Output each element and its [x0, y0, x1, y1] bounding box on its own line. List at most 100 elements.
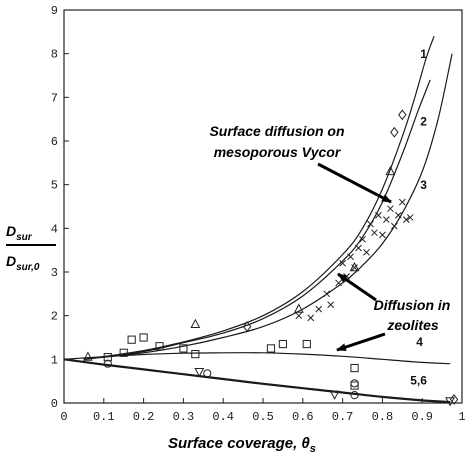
cross-marker [367, 220, 374, 228]
square-marker [119, 348, 128, 357]
annotation-zeolites-line-1: Diffusion in [374, 297, 451, 313]
curve-labels-group: 1 2 3 4 5,6 [410, 47, 427, 388]
square-marker [302, 339, 311, 349]
y-tick-label: 2 [51, 310, 58, 324]
x-tick-label: 0.5 [252, 410, 274, 424]
invtriangle-marker [329, 390, 340, 400]
cross-marker [383, 216, 390, 223]
y-title-numerator: D [6, 223, 16, 239]
cross-marker [355, 244, 362, 252]
cross-marker [295, 312, 303, 320]
cross-marker [375, 211, 382, 219]
triangle-marker [190, 318, 201, 328]
curve-label-5-6: 5,6 [410, 374, 427, 388]
y-tick-label: 9 [51, 4, 58, 18]
triangle-marker [385, 165, 396, 176]
square-marker [103, 353, 112, 362]
x-tick-label: 0.6 [292, 410, 314, 424]
y-tick-label: 3 [51, 266, 58, 280]
cross-marker [363, 248, 370, 256]
cross-marker [351, 264, 358, 271]
y-tick-label: 6 [51, 135, 58, 149]
y-title-denominator: D [6, 253, 16, 269]
annotation-zeolites-line-2: zeolites [386, 317, 439, 333]
circle-marker [350, 379, 359, 388]
square-marker [278, 339, 287, 349]
triangle-marker [293, 303, 304, 313]
cross-marker [379, 231, 386, 239]
y-tick-label: 7 [51, 91, 58, 105]
cross-marker [339, 259, 346, 267]
square-marker [139, 333, 148, 342]
plot-frame [63, 9, 463, 404]
cross-marker [335, 279, 342, 287]
x-tick-label: 0.2 [133, 410, 155, 424]
circle-marker [203, 369, 212, 378]
annotation-vycor-arrow [317, 162, 392, 204]
annotation-zeolites-arrow-2 [336, 332, 386, 352]
y-axis-ticks: 0 1 2 3 4 5 6 7 8 9 [51, 4, 69, 411]
cross-marker [327, 301, 335, 309]
cross-marker [390, 222, 398, 230]
annotation-vycor-line-2: mesoporous Vycor [214, 144, 342, 160]
curve-label-2: 2 [420, 115, 427, 129]
x-tick-label: 0 [60, 410, 67, 424]
series-line-4 [63, 352, 451, 365]
y-tick-label: 4 [51, 222, 58, 236]
annotation-zeolites: Diffusion in zeolites [336, 272, 451, 352]
y-tick-label: 1 [51, 353, 58, 367]
x-tick-label: 1 [458, 410, 465, 424]
annotation-vycor: Surface diffusion on mesoporous Vycor [209, 123, 392, 204]
cross-marker [402, 216, 410, 223]
curve-label-4: 4 [416, 335, 423, 349]
x-title-sub: s [310, 443, 316, 455]
square-marker [350, 381, 359, 390]
x-tick-label: 0.1 [93, 410, 115, 424]
cross-marker [398, 198, 406, 206]
x-title-text: Surface coverage, θ [168, 435, 310, 452]
diamond-marker [390, 126, 399, 138]
annotation-zeolites-arrow [337, 272, 377, 302]
y-title-denominator-sub: sur,0 [16, 262, 40, 273]
y-tick-label: 5 [51, 179, 58, 193]
cross-marker [315, 305, 323, 313]
cross-marker [387, 205, 394, 213]
square-marker [266, 344, 276, 353]
cross-marker [359, 235, 366, 243]
square-marker [155, 342, 164, 351]
svg-text:Dsur: Dsur [6, 223, 33, 243]
y-title-numerator-sub: sur [16, 232, 33, 243]
invtriangle-marker [194, 367, 205, 378]
y-tick-label: 8 [51, 48, 58, 62]
curve-label-1: 1 [420, 47, 427, 61]
circle-marker [103, 359, 112, 368]
cross-marker [307, 314, 315, 322]
diamond-marker [398, 109, 407, 121]
series-line-5-6 [63, 358, 451, 404]
circle-marker [350, 391, 359, 400]
curve-label-3: 3 [420, 178, 427, 192]
series-line-3 [83, 53, 453, 360]
diamond-marker [242, 321, 252, 332]
square-marker [191, 349, 200, 359]
x-axis-ticks: 0 0.1 0.2 0.3 0.4 0.5 0.6 0.7 0.8 0.9 1 [60, 398, 466, 424]
y-axis-title: Dsur Dsur,0 [6, 223, 56, 273]
cross-marker [347, 253, 354, 261]
series-line-2 [83, 79, 431, 360]
x-tick-label: 0.8 [372, 410, 394, 424]
x-tick-label: 0.7 [332, 410, 354, 424]
svg-text:Dsur,0: Dsur,0 [6, 253, 40, 273]
square-marker [179, 344, 188, 353]
cross-marker [323, 290, 331, 298]
triangle-marker [349, 261, 360, 272]
annotation-vycor-line-1: Surface diffusion on [209, 123, 344, 139]
y-tick-label: 0 [51, 397, 58, 411]
x-tick-label: 0.9 [411, 410, 433, 424]
triangle-marker [82, 351, 93, 361]
series-line-1 [83, 35, 435, 360]
cross-marker [394, 211, 402, 219]
cross-marker [371, 229, 378, 237]
x-tick-label: 0.3 [173, 410, 195, 424]
square-marker [127, 335, 136, 344]
